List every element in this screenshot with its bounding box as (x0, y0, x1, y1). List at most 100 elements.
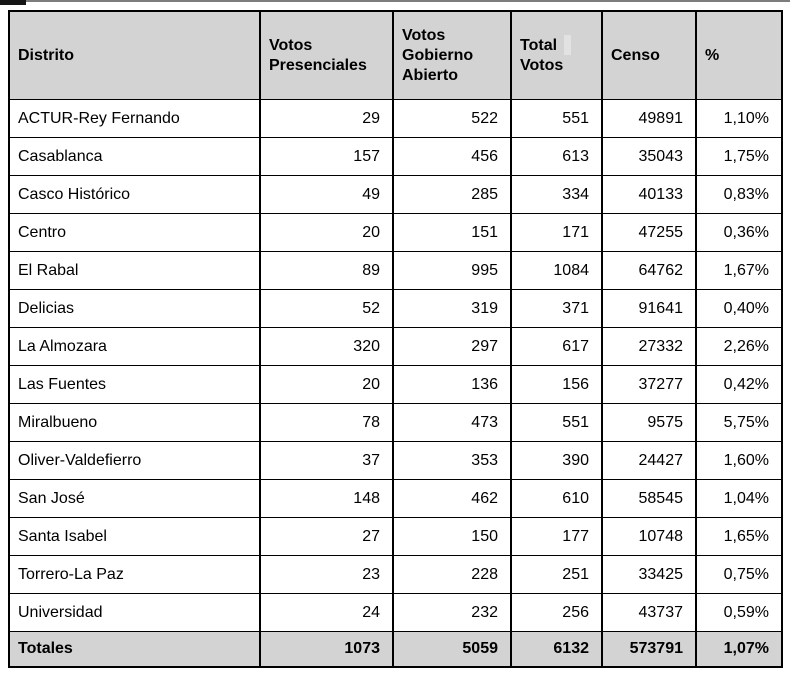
percent-cell: 0,59% (695, 593, 783, 632)
total-votos-cell: 617 (510, 327, 603, 366)
percent-cell: 1,10% (695, 99, 783, 138)
total-votos-cell: 371 (510, 289, 603, 328)
header-row: Distrito Votos Presenciales Votos Gobier… (8, 10, 783, 100)
header-distrito: Distrito (8, 10, 261, 100)
table-row: La Almozara 320 297 617 27332 2,26% (8, 327, 783, 366)
votos-gobierno-abierto-cell: 462 (392, 479, 512, 518)
total-votos-cell: 156 (510, 365, 603, 404)
censo-cell: 40133 (601, 175, 697, 214)
district-cell: Centro (8, 213, 261, 252)
censo-cell: 24427 (601, 441, 697, 480)
votos-gobierno-abierto-cell: 151 (392, 213, 512, 252)
total-votos-cell: 551 (510, 99, 603, 138)
percent-cell: 1,75% (695, 137, 783, 176)
table-header: Distrito Votos Presenciales Votos Gobier… (8, 10, 783, 100)
totals-gobierno-abierto-cell: 5059 (392, 631, 512, 668)
votos-gobierno-abierto-cell: 285 (392, 175, 512, 214)
district-cell: San José (8, 479, 261, 518)
table-row: Delicias 52 319 371 91641 0,40% (8, 289, 783, 328)
district-cell: Torrero-La Paz (8, 555, 261, 594)
totals-row: Totales 1073 5059 6132 573791 1,07% (8, 631, 783, 668)
top-crop-artifact-line (0, 0, 790, 2)
votos-gobierno-abierto-cell: 319 (392, 289, 512, 328)
total-votos-cell: 334 (510, 175, 603, 214)
totals-percent-cell: 1,07% (695, 631, 783, 668)
table-row: ACTUR-Rey Fernando 29 522 551 49891 1,10… (8, 99, 783, 138)
votos-presenciales-cell: 29 (259, 99, 394, 138)
censo-cell: 27332 (601, 327, 697, 366)
votos-presenciales-cell: 148 (259, 479, 394, 518)
district-cell: Miralbueno (8, 403, 261, 442)
table-row: Oliver-Valdefierro 37 353 390 24427 1,60… (8, 441, 783, 480)
district-cell: Casablanca (8, 137, 261, 176)
header-censo: Censo (601, 10, 697, 100)
censo-cell: 37277 (601, 365, 697, 404)
censo-cell: 91641 (601, 289, 697, 328)
percent-cell: 1,60% (695, 441, 783, 480)
table-row: El Rabal 89 995 1084 64762 1,67% (8, 251, 783, 290)
table-row: Casco Histórico 49 285 334 40133 0,83% (8, 175, 783, 214)
table-row: Centro 20 151 171 47255 0,36% (8, 213, 783, 252)
votos-gobierno-abierto-cell: 353 (392, 441, 512, 480)
votos-presenciales-cell: 27 (259, 517, 394, 556)
votos-presenciales-cell: 24 (259, 593, 394, 632)
header-total-votos: Total Votos (510, 10, 603, 100)
votos-gobierno-abierto-cell: 232 (392, 593, 512, 632)
district-cell: Casco Histórico (8, 175, 261, 214)
votos-presenciales-cell: 20 (259, 365, 394, 404)
censo-cell: 49891 (601, 99, 697, 138)
votos-gobierno-abierto-cell: 473 (392, 403, 512, 442)
header-votos-presenciales: Votos Presenciales (259, 10, 394, 100)
votos-presenciales-cell: 49 (259, 175, 394, 214)
total-votos-cell: 390 (510, 441, 603, 480)
total-votos-cell: 251 (510, 555, 603, 594)
table-row: Torrero-La Paz 23 228 251 33425 0,75% (8, 555, 783, 594)
votos-presenciales-cell: 157 (259, 137, 394, 176)
table-body: ACTUR-Rey Fernando 29 522 551 49891 1,10… (8, 99, 783, 632)
table-row: Miralbueno 78 473 551 9575 5,75% (8, 403, 783, 442)
percent-cell: 1,65% (695, 517, 783, 556)
censo-cell: 47255 (601, 213, 697, 252)
votos-gobierno-abierto-cell: 150 (392, 517, 512, 556)
table-row: Casablanca 157 456 613 35043 1,75% (8, 137, 783, 176)
censo-cell: 58545 (601, 479, 697, 518)
votos-presenciales-cell: 23 (259, 555, 394, 594)
percent-cell: 0,42% (695, 365, 783, 404)
censo-cell: 43737 (601, 593, 697, 632)
votos-presenciales-cell: 78 (259, 403, 394, 442)
header-votos-gobierno-abierto: Votos Gobierno Abierto (392, 10, 512, 100)
total-votos-cell: 551 (510, 403, 603, 442)
censo-cell: 33425 (601, 555, 697, 594)
total-votos-cell: 256 (510, 593, 603, 632)
percent-cell: 5,75% (695, 403, 783, 442)
table-footer: Totales 1073 5059 6132 573791 1,07% (8, 631, 783, 668)
percent-cell: 1,04% (695, 479, 783, 518)
table-row: Universidad 24 232 256 43737 0,59% (8, 593, 783, 632)
text-cursor-artifact (564, 35, 571, 55)
percent-cell: 0,36% (695, 213, 783, 252)
votos-gobierno-abierto-cell: 995 (392, 251, 512, 290)
table-row: San José 148 462 610 58545 1,04% (8, 479, 783, 518)
header-total-votos-label: Total Votos (520, 36, 564, 74)
total-votos-cell: 613 (510, 137, 603, 176)
district-cell: Oliver-Valdefierro (8, 441, 261, 480)
votos-gobierno-abierto-cell: 456 (392, 137, 512, 176)
percent-cell: 0,40% (695, 289, 783, 328)
header-percent: % (695, 10, 783, 100)
totals-censo-cell: 573791 (601, 631, 697, 668)
district-cell: Universidad (8, 593, 261, 632)
district-cell: Delicias (8, 289, 261, 328)
district-votes-table: Distrito Votos Presenciales Votos Gobier… (8, 10, 783, 668)
totals-presenciales-cell: 1073 (259, 631, 394, 668)
district-cell: Las Fuentes (8, 365, 261, 404)
votos-presenciales-cell: 52 (259, 289, 394, 328)
votos-presenciales-cell: 89 (259, 251, 394, 290)
percent-cell: 1,67% (695, 251, 783, 290)
percent-cell: 0,75% (695, 555, 783, 594)
district-cell: Santa Isabel (8, 517, 261, 556)
censo-cell: 9575 (601, 403, 697, 442)
district-cell: ACTUR-Rey Fernando (8, 99, 261, 138)
total-votos-cell: 1084 (510, 251, 603, 290)
votos-gobierno-abierto-cell: 228 (392, 555, 512, 594)
